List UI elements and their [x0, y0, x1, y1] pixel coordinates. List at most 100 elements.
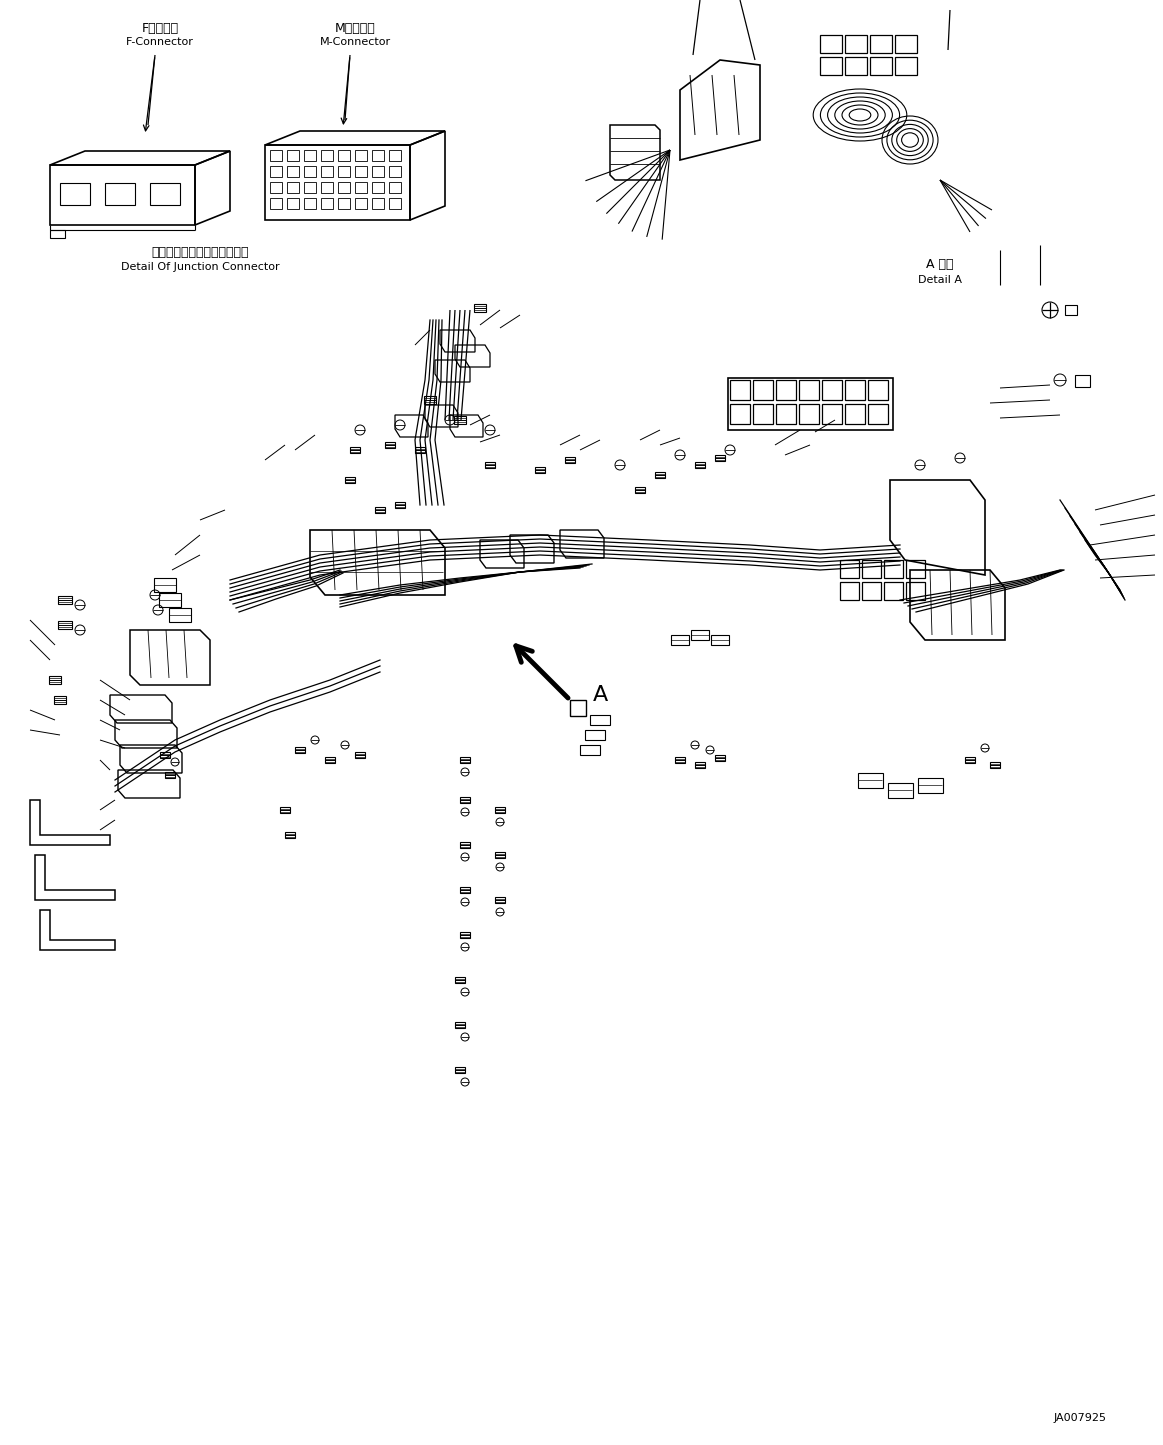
Bar — [695, 762, 705, 767]
Bar — [752, 405, 773, 423]
Bar — [884, 582, 902, 600]
Bar — [455, 977, 465, 983]
Bar — [870, 56, 892, 75]
Bar — [388, 150, 401, 160]
Bar — [338, 182, 350, 194]
Bar — [285, 832, 295, 838]
Bar — [846, 405, 865, 423]
Bar — [730, 380, 750, 400]
Text: A: A — [592, 685, 607, 705]
Bar — [906, 561, 925, 578]
Text: A 詳細: A 詳細 — [926, 259, 954, 272]
Bar — [580, 746, 600, 754]
Bar — [372, 198, 384, 210]
Text: ジャンクションコネクタ詳細: ジャンクションコネクタ詳細 — [151, 246, 249, 259]
Bar — [870, 35, 892, 53]
Bar — [388, 182, 401, 194]
Bar — [295, 747, 305, 753]
Bar — [846, 56, 866, 75]
Bar — [395, 501, 405, 509]
Text: M-Connector: M-Connector — [320, 38, 391, 48]
Bar — [889, 783, 913, 798]
Bar — [154, 578, 176, 592]
Bar — [535, 467, 545, 473]
Bar — [1065, 305, 1077, 315]
Bar — [840, 561, 859, 578]
Bar — [60, 184, 90, 205]
Bar — [585, 730, 605, 740]
Bar — [49, 676, 60, 683]
Bar — [752, 380, 773, 400]
Bar — [350, 447, 361, 452]
Bar — [321, 182, 333, 194]
Bar — [270, 198, 281, 210]
Bar — [345, 477, 355, 483]
Bar — [355, 166, 368, 176]
Bar — [321, 198, 333, 210]
Bar — [590, 715, 611, 725]
Bar — [495, 853, 505, 858]
Bar — [1075, 376, 1090, 387]
Bar — [304, 198, 316, 210]
Bar — [58, 621, 72, 629]
Bar — [374, 507, 385, 513]
Bar — [304, 182, 316, 194]
Bar — [270, 182, 281, 194]
Bar — [150, 184, 180, 205]
Bar — [338, 166, 350, 176]
Bar — [896, 35, 916, 53]
Text: F-Connector: F-Connector — [126, 38, 194, 48]
Bar — [287, 166, 299, 176]
Text: Detail Of Junction Connector: Detail Of Junction Connector — [121, 262, 279, 272]
Bar — [270, 150, 281, 160]
Bar — [324, 757, 335, 763]
Bar — [304, 150, 316, 160]
Bar — [338, 198, 350, 210]
Bar — [385, 442, 395, 448]
Bar — [50, 230, 65, 238]
Bar — [840, 582, 859, 600]
Bar — [321, 150, 333, 160]
Bar — [495, 806, 505, 814]
Bar — [169, 608, 191, 621]
Bar — [565, 457, 575, 462]
Bar — [918, 777, 943, 793]
Bar — [776, 380, 795, 400]
Bar — [675, 757, 685, 763]
Bar — [424, 396, 436, 403]
Bar — [820, 56, 842, 75]
Text: Detail A: Detail A — [918, 275, 962, 285]
Bar — [461, 798, 470, 803]
Bar — [355, 182, 368, 194]
Bar — [868, 380, 889, 400]
Bar — [822, 380, 842, 400]
Bar — [455, 1066, 465, 1074]
Bar — [570, 699, 586, 717]
Bar — [896, 56, 916, 75]
Bar — [160, 751, 170, 759]
Bar — [711, 634, 729, 644]
Bar — [862, 582, 882, 600]
Bar — [372, 150, 384, 160]
Text: JA007925: JA007925 — [1054, 1413, 1106, 1423]
Bar — [372, 166, 384, 176]
Bar — [388, 166, 401, 176]
Bar — [846, 35, 866, 53]
Bar — [884, 561, 902, 578]
Bar — [728, 379, 893, 431]
Bar — [304, 166, 316, 176]
Bar — [695, 462, 705, 468]
Bar — [355, 198, 368, 210]
Bar — [671, 634, 688, 644]
Bar — [454, 416, 466, 423]
Bar — [822, 405, 842, 423]
Bar — [495, 897, 505, 903]
Bar — [846, 380, 865, 400]
Bar — [355, 150, 368, 160]
Bar — [372, 182, 384, 194]
Bar — [799, 380, 819, 400]
Bar — [715, 754, 725, 762]
Bar — [799, 405, 819, 423]
Bar — [858, 773, 883, 788]
Bar — [338, 150, 350, 160]
